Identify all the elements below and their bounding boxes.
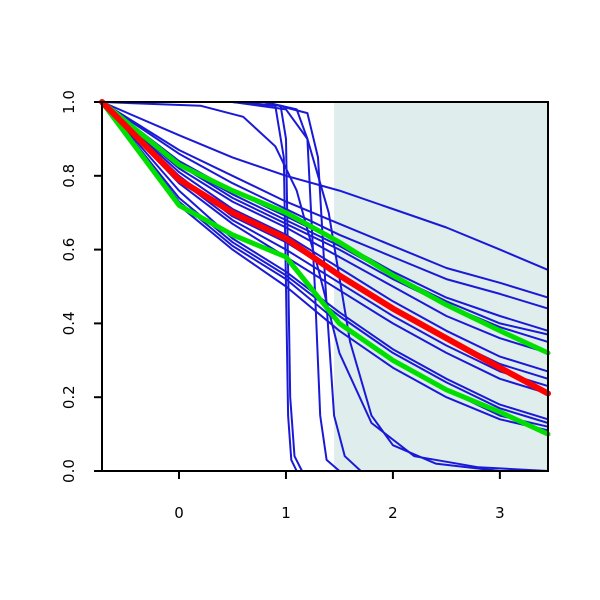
x-axis: 0 1 2 3 bbox=[174, 471, 505, 522]
family-curve-1 bbox=[101, 101, 549, 299]
x-tick-label: 2 bbox=[388, 504, 398, 522]
y-tick-label: 0.4 bbox=[60, 311, 78, 335]
family-curve-6 bbox=[101, 101, 549, 354]
family-curve-10 bbox=[101, 101, 549, 395]
family-curve-7 bbox=[101, 101, 549, 373]
y-tick-label: 1.0 bbox=[60, 90, 78, 114]
family-curve-20 bbox=[101, 101, 549, 472]
y-tick-label: 0.8 bbox=[60, 164, 78, 188]
family-curve-14 bbox=[101, 101, 549, 432]
plot-frame bbox=[101, 101, 549, 472]
bounds-curve-23 bbox=[99, 99, 551, 437]
highlight-curve-21 bbox=[99, 99, 551, 397]
y-tick-label: 0.2 bbox=[60, 385, 78, 409]
y-axis: 0.0 0.2 0.4 0.6 0.8 1.0 bbox=[60, 90, 102, 483]
x-tick-label: 0 bbox=[174, 504, 184, 522]
series-layer bbox=[99, 99, 551, 472]
x-tick-label: 3 bbox=[495, 504, 505, 522]
y-tick-label: 0.0 bbox=[60, 459, 78, 483]
shaded-region bbox=[334, 102, 548, 471]
family-curve-0 bbox=[101, 101, 549, 271]
bounds-curve-22 bbox=[99, 99, 551, 356]
family-curve-2 bbox=[101, 101, 549, 310]
family-curve-19 bbox=[101, 101, 549, 472]
y-tick-label: 0.6 bbox=[60, 238, 78, 262]
family-curve-11 bbox=[101, 101, 549, 421]
x-tick-label: 1 bbox=[281, 504, 291, 522]
